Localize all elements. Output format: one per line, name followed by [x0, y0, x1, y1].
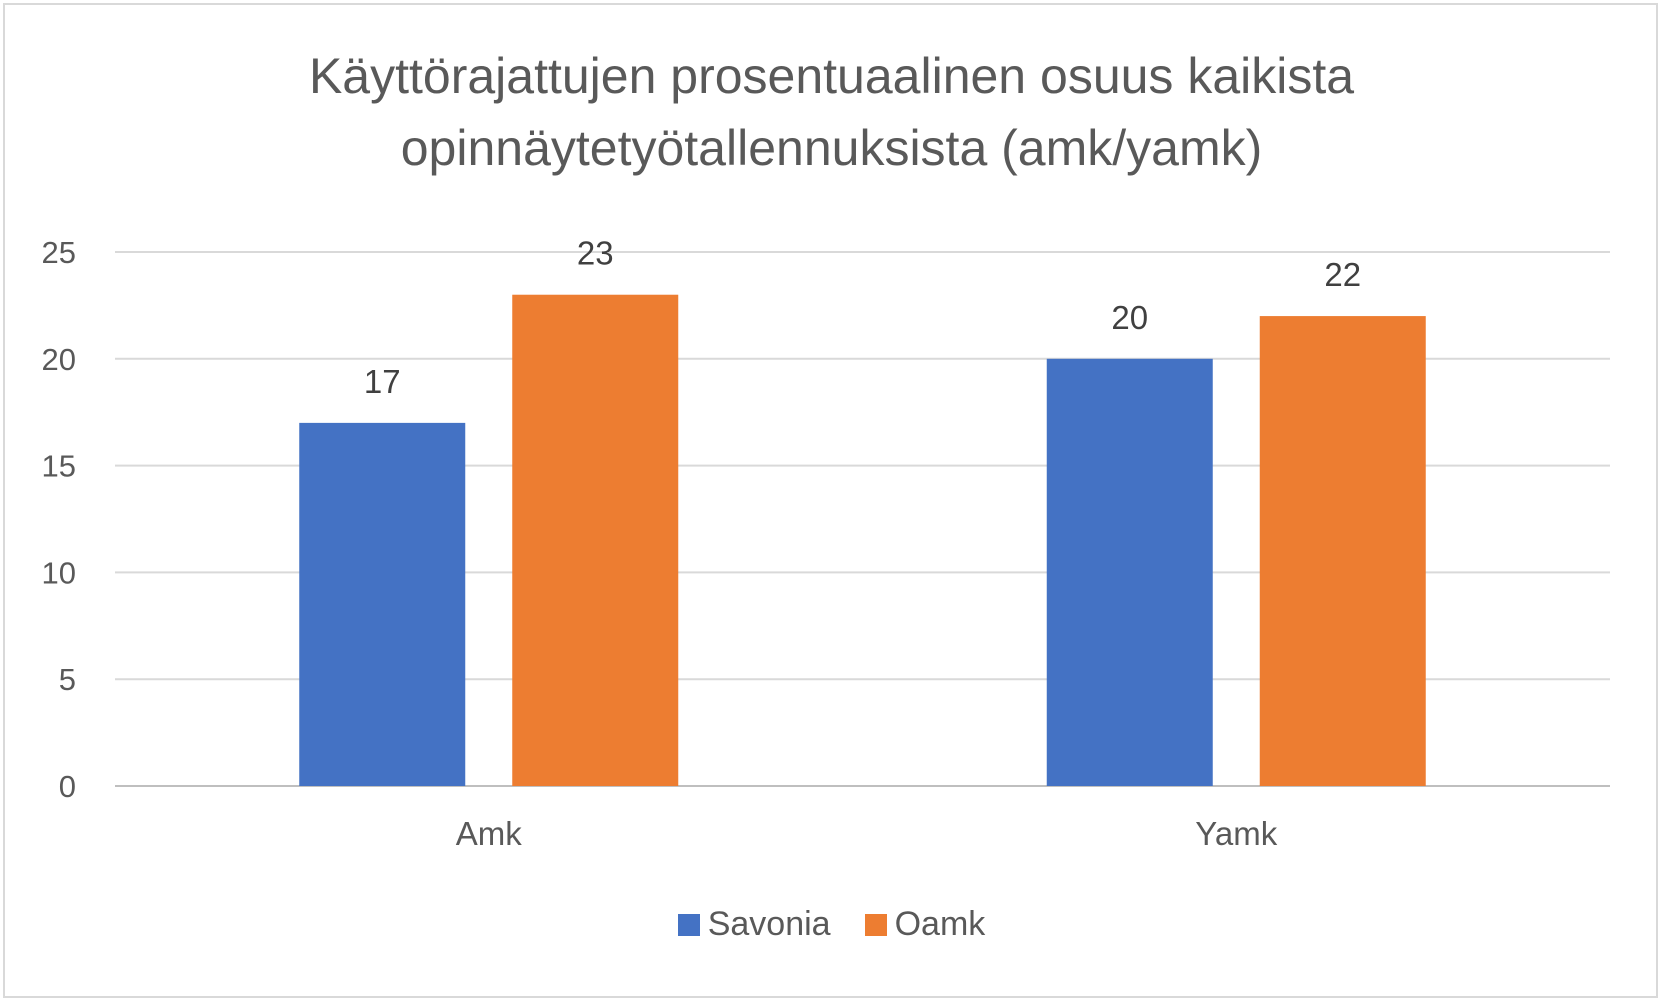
data-label: 22: [1324, 256, 1361, 293]
y-tick-label: 15: [42, 449, 76, 484]
y-tick-label: 20: [42, 342, 76, 377]
legend-item-oamk: Oamk: [864, 905, 986, 944]
chart-title-line-2: opinnäytetyötallennuksista (amk/yamk): [400, 120, 1263, 176]
legend-swatch-oamk: [864, 913, 887, 936]
chart-title: Käyttörajattujen prosentuaalinen osuus k…: [0, 40, 1663, 184]
chart-title-line-1: Käyttörajattujen prosentuaalinen osuus k…: [308, 48, 1355, 104]
bar-savonia-amk: [299, 422, 466, 786]
bar-oamk-yamk: [1259, 316, 1426, 786]
y-tick-label: 10: [42, 555, 76, 590]
legend-item-savonia: Savonia: [677, 905, 831, 944]
legend-label-savonia: Savonia: [707, 905, 831, 943]
data-label: 23: [577, 235, 614, 272]
bar-savonia-yamk: [1046, 358, 1213, 786]
y-tick-label: 25: [42, 235, 76, 270]
x-category-label: Yamk: [1195, 815, 1277, 852]
legend-label-oamk: Oamk: [894, 905, 986, 943]
bar-oamk-amk: [512, 294, 679, 786]
legend: Savonia Oamk: [0, 905, 1663, 944]
y-tick-label: 5: [59, 662, 76, 697]
data-label: 20: [1111, 299, 1148, 336]
data-label: 17: [364, 363, 401, 400]
y-tick-label: 0: [59, 769, 76, 804]
x-category-label: Amk: [456, 815, 523, 852]
legend-swatch-savonia: [677, 913, 700, 936]
